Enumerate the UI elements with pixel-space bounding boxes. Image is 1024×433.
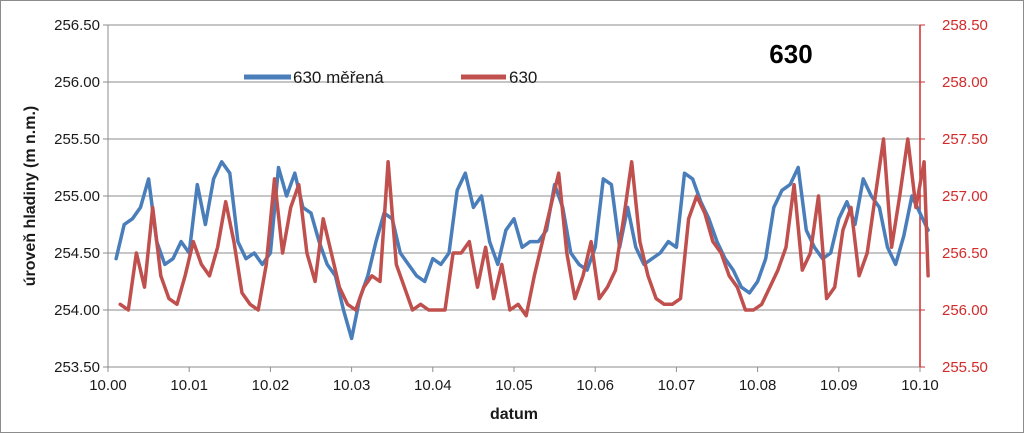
x-tick-label: 10.03	[333, 377, 371, 394]
series	[114, 137, 930, 341]
x-axis: 10.00 10.01 10.02 10.03 10.04 10.05 10.06 10.07…	[89, 367, 939, 394]
left-tick-label: 254.00	[54, 302, 100, 319]
y-axis-title: úroveň hladiny (m n.m.)	[22, 106, 39, 286]
left-tick-label: 254.50	[54, 245, 100, 262]
right-tick-label: 257.00	[942, 188, 988, 205]
x-tick-label: 10.07	[658, 377, 696, 394]
right-tick-label: 258.50	[942, 17, 988, 34]
legend-label-model: 630	[509, 68, 537, 87]
legend: 630 měřená 630	[244, 68, 537, 87]
series-line-model	[118, 137, 930, 318]
right-tick-label: 255.50	[942, 359, 988, 376]
right-tick-label: 256.00	[942, 302, 988, 319]
gridlines	[108, 81, 920, 311]
right-axis: 255.50 256.00 256.50 257.00 257.50 258.00 258.…	[919, 17, 988, 376]
x-tick-label: 10.04	[414, 377, 452, 394]
right-tick-label: 256.50	[942, 245, 988, 262]
x-tick-label: 10.10	[901, 377, 939, 394]
right-tick-label: 257.50	[942, 131, 988, 148]
x-tick-label: 10.08	[739, 377, 777, 394]
left-tick-label: 256.50	[54, 17, 100, 34]
left-tick-label: 253.50	[54, 359, 100, 376]
x-tick-label: 10.00	[89, 377, 127, 394]
chart-title: 630	[769, 39, 812, 69]
legend-label-measured: 630 měřená	[293, 68, 384, 87]
x-tick-label: 10.09	[820, 377, 858, 394]
x-axis-title: datum	[490, 406, 538, 423]
series-line-measured	[114, 160, 930, 341]
x-tick-label: 10.02	[252, 377, 290, 394]
left-axis: 253.50 254.00 254.50 255.00 255.50 256.00 256.…	[54, 17, 108, 376]
x-tick-label: 10.01	[170, 377, 208, 394]
x-tick-label: 10.06	[576, 377, 614, 394]
left-tick-label: 255.50	[54, 131, 100, 148]
x-tick-label: 10.05	[495, 377, 533, 394]
left-tick-label: 255.00	[54, 188, 100, 205]
right-tick-label: 258.00	[942, 74, 988, 91]
left-tick-label: 256.00	[54, 74, 100, 91]
